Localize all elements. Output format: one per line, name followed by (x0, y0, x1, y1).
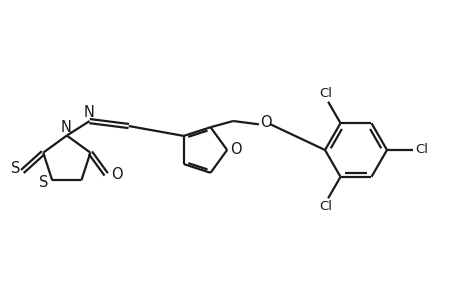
Text: Cl: Cl (319, 87, 332, 100)
Text: O: O (260, 115, 272, 130)
Text: Cl: Cl (319, 200, 332, 214)
Text: N: N (84, 105, 95, 120)
Text: S: S (39, 175, 49, 190)
Text: N: N (61, 120, 71, 135)
Text: Cl: Cl (414, 143, 427, 157)
Text: O: O (230, 142, 241, 158)
Text: S: S (11, 161, 20, 176)
Text: O: O (111, 167, 122, 182)
